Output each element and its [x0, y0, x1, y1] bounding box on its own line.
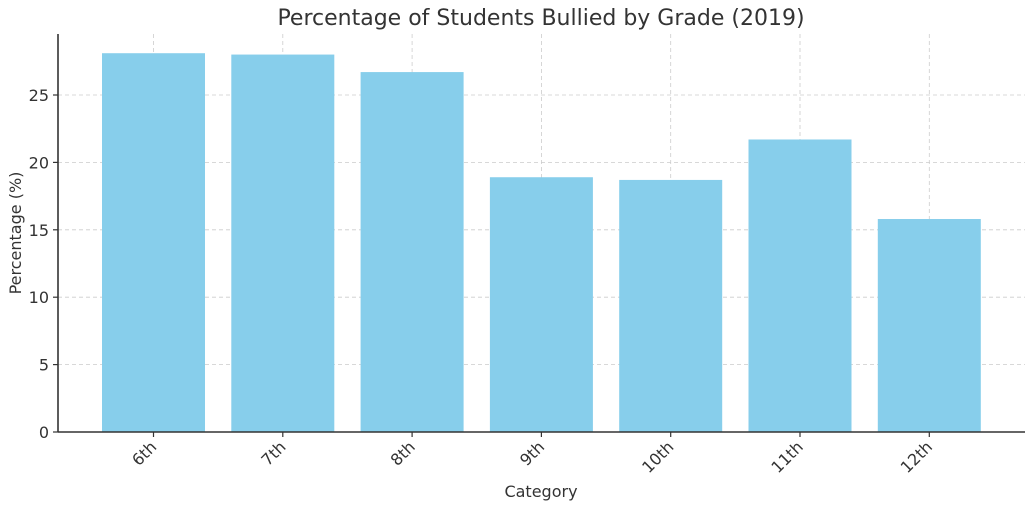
y-axis-ticks: 0 5 10 15 20 25: [29, 86, 58, 442]
bar-12th: [877, 219, 981, 432]
x-axis-ticks: 6th 7th 8th 9th 10th 11th 12th: [128, 432, 936, 477]
x-tick-label: 8th: [387, 437, 419, 469]
chart-title: Percentage of Students Bullied by Grade …: [277, 6, 804, 31]
y-tick-label: 20: [29, 153, 49, 172]
x-tick-label: 11th: [767, 437, 806, 476]
bar-6th: [102, 53, 205, 432]
y-tick-label: 15: [29, 221, 49, 240]
y-axis-label: Percentage (%): [6, 172, 25, 295]
bar-8th: [360, 72, 464, 433]
y-tick-label: 5: [39, 356, 49, 375]
x-tick-label: 12th: [897, 437, 936, 476]
bar-11th: [748, 139, 852, 432]
x-tick-label: 10th: [638, 437, 677, 476]
x-tick-label: 6th: [128, 437, 160, 469]
y-tick-label: 25: [29, 86, 49, 105]
bar-9th: [489, 177, 593, 432]
y-tick-label: 10: [29, 288, 49, 307]
x-tick-label: 9th: [516, 437, 548, 469]
bars: [102, 53, 981, 433]
bar-10th: [619, 179, 723, 432]
x-tick-label: 7th: [257, 437, 289, 469]
bar-7th: [231, 54, 335, 433]
y-tick-label: 0: [39, 423, 49, 442]
x-axis-label: Category: [504, 482, 577, 501]
